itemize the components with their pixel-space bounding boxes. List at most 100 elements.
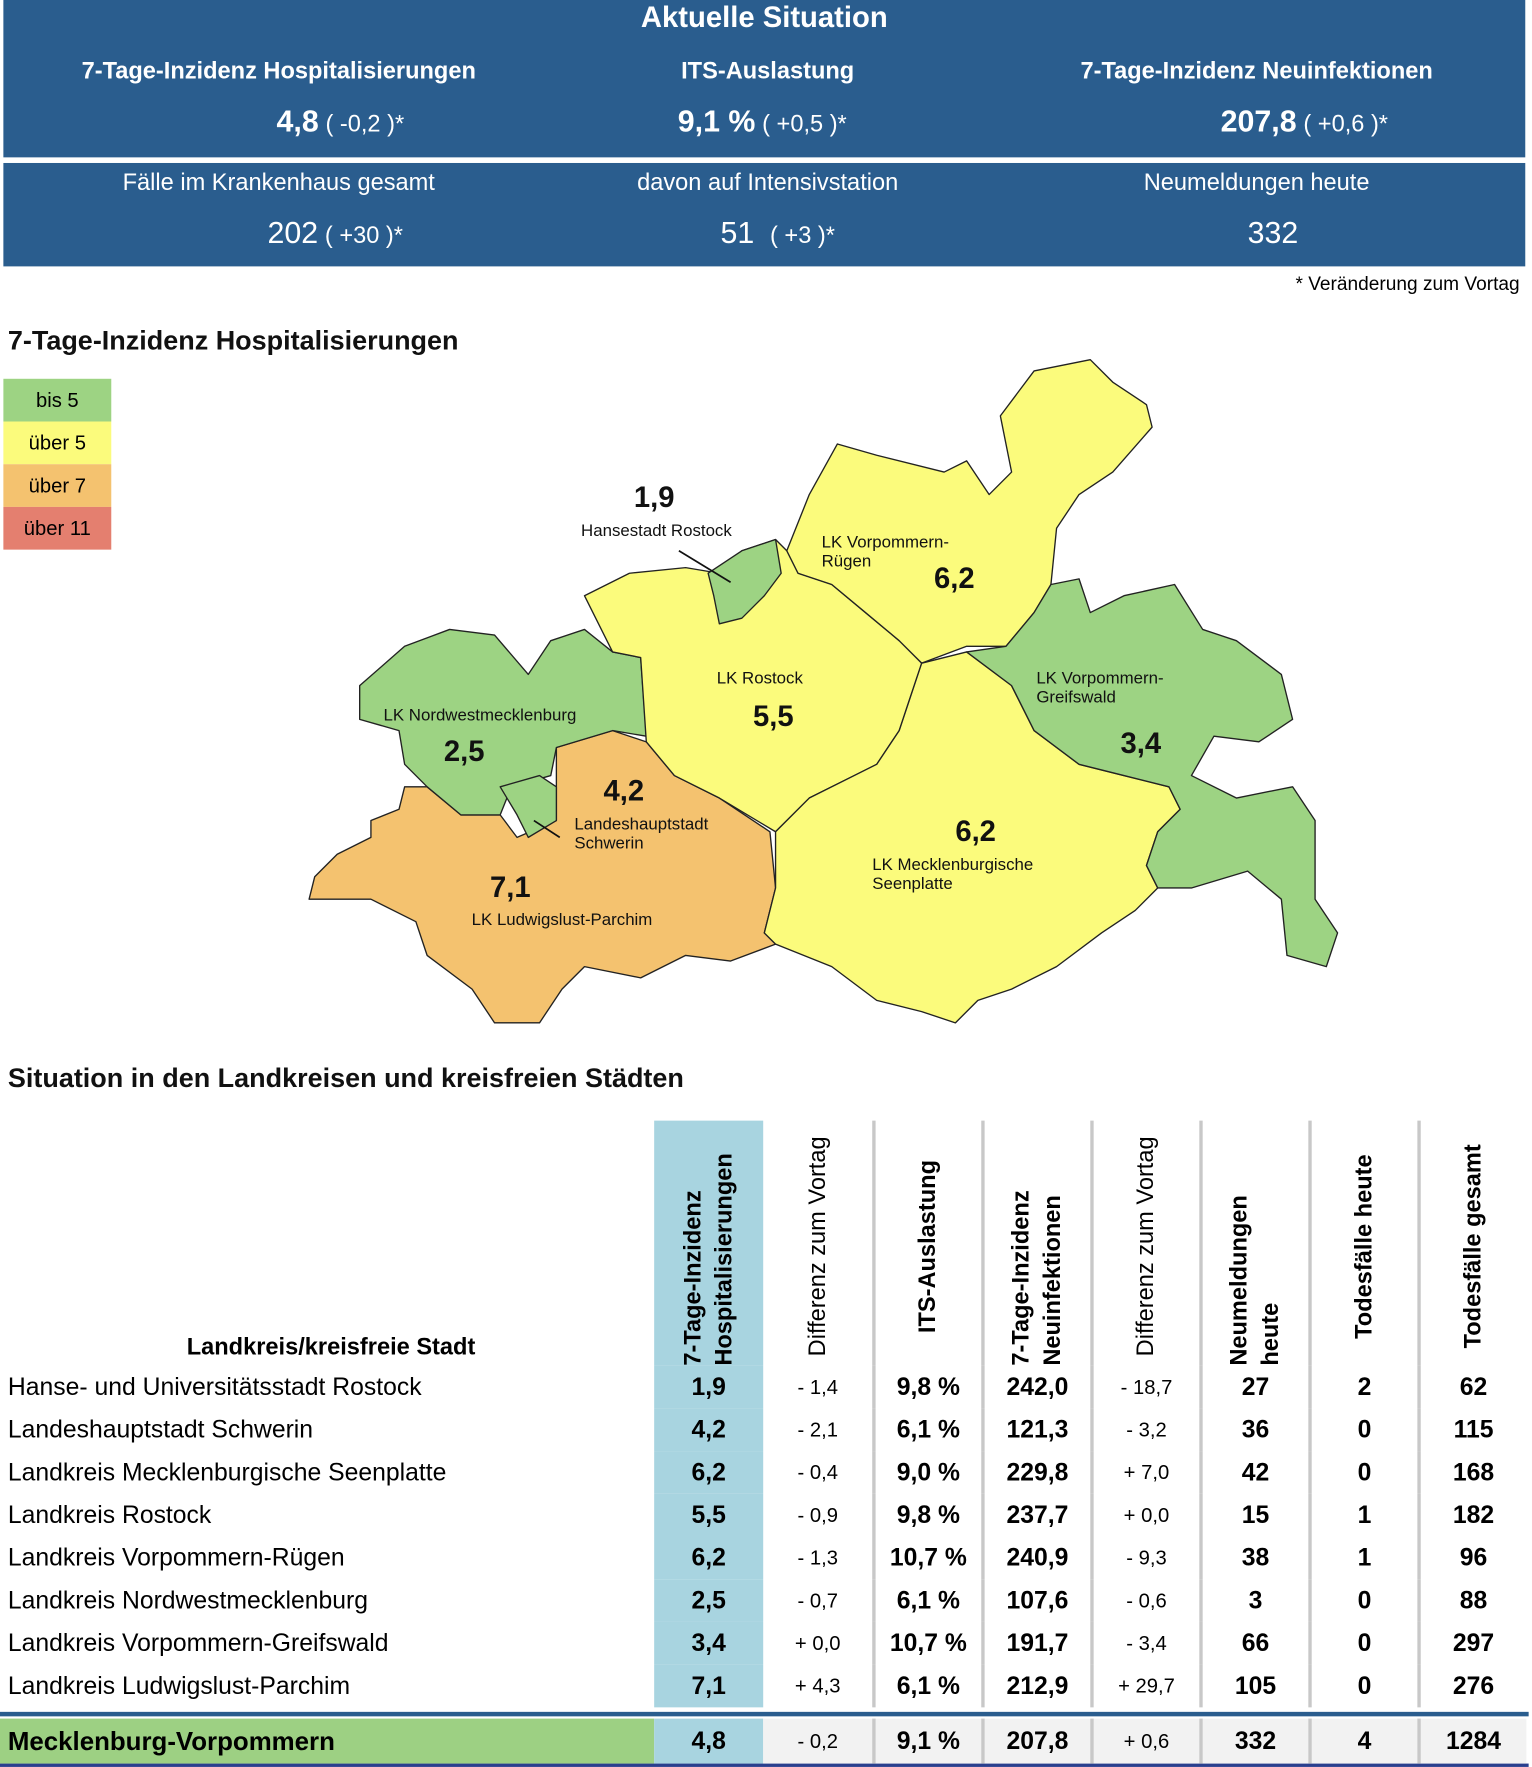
table-cell: - 3,2 — [1090, 1408, 1199, 1452]
table-cell: + 0,0 — [794, 1631, 841, 1654]
value-hro: 1,9 — [634, 482, 675, 514]
map-legend: bis 5 über 5 über 7 über 11 — [3, 378, 112, 550]
table-cell: 115 — [1417, 1408, 1526, 1452]
label-vg: LK Vorpommern- — [1036, 668, 1163, 687]
table-cell: + 0,0 — [1090, 1493, 1199, 1537]
kpi-new-cases: Neumeldungen heute — [1143, 169, 1370, 196]
col-header-its: ITS-Auslastung — [872, 1120, 981, 1366]
divider — [0, 1711, 1529, 1717]
table-cell: 240,9 — [981, 1536, 1090, 1580]
table-cell: 121,3 — [981, 1408, 1090, 1452]
kpi-its: ITS-Auslastung — [681, 58, 855, 85]
table-cell: 276 — [1417, 1664, 1526, 1708]
region-nwm[interactable] — [359, 628, 647, 816]
table-cell: - 1,4 — [797, 1375, 838, 1398]
label-lro: LK Rostock — [717, 668, 804, 687]
district-name: Landkreis Ludwigslust-Parchim — [7, 1671, 351, 1700]
leader-line — [678, 550, 732, 583]
table-row: Landkreis Ludwigslust-Parchim 7,1 + 4,3 6,1… — [0, 1664, 1529, 1708]
kpi-its-value: 9,1 %( +0,5 )* — [677, 104, 847, 139]
table-cell: + 4,3 — [794, 1674, 841, 1697]
table-cell: 229,8 — [981, 1451, 1090, 1494]
table-cell: 105 — [1199, 1664, 1308, 1708]
table-row: Hanse- und Universitätsstadt Rostock 1,9 -… — [0, 1365, 1529, 1409]
table-cell: 168 — [1417, 1451, 1526, 1494]
table-row: Landkreis Nordwestmecklenburg 2,5 - 0,7 6,1… — [0, 1579, 1529, 1622]
table-cell: + 29,7 — [1090, 1664, 1199, 1708]
table-cell: 7,1 — [654, 1664, 764, 1708]
kpi-new-incidence-value: 207,8( +0,6 )* — [1220, 104, 1388, 139]
table-cell: 10,7 % — [872, 1536, 981, 1580]
district-name: Landkreis Vorpommern-Rügen — [7, 1543, 345, 1572]
col-header-diff: Differenz zum Vortag — [804, 1136, 831, 1357]
table-cell: 297 — [1417, 1621, 1526, 1665]
table-cell: 36 — [1199, 1408, 1308, 1452]
label-nwm: LK Nordwestmecklenburg — [384, 705, 577, 724]
region-sn[interactable] — [499, 774, 558, 839]
table-header-row: Landkreis/kreisfreie Stadt 7-Tage-Inzide… — [0, 1120, 1529, 1366]
table-cell: 1,9 — [654, 1365, 764, 1409]
table-cell: 38 — [1199, 1536, 1308, 1580]
table-cell: 212,9 — [981, 1664, 1090, 1708]
table-cell: - 18,7 — [1090, 1365, 1199, 1409]
table-row: Landkreis Rostock 5,5 - 0,9 9,8 % 237,7 + 0,0… — [0, 1493, 1529, 1537]
value-vg: 3,4 — [1121, 728, 1162, 760]
table-row: Landkreis Vorpommern-Rügen 6,2 - 1,3 10,7 %… — [0, 1536, 1529, 1580]
kpi-hosp-incidence: 7-Tage-Inzidenz Hospitalisierungen — [81, 58, 476, 85]
table-title: Situation in den Landkreisen und kreisfr… — [7, 1063, 684, 1094]
table-cell: 88 — [1417, 1579, 1526, 1622]
map-title: 7-Tage-Inzidenz Hospitalisierungen — [7, 325, 459, 357]
table-cell: 237,7 — [981, 1493, 1090, 1537]
region-vr[interactable] — [786, 359, 1153, 664]
table-cell: - 9,3 — [1090, 1536, 1199, 1580]
legend-item: über 5 — [3, 421, 112, 465]
label-hro: Hansestadt Rostock — [581, 521, 732, 540]
table-cell: 9,8 % — [872, 1493, 981, 1537]
table-row: Landkreis Mecklenburgische Seenplatte 6,2… — [0, 1451, 1529, 1494]
col-header-deaths-total: Todesfälle gesamt — [1417, 1120, 1526, 1366]
table-cell: 3 — [1199, 1579, 1308, 1622]
kpi-icu-value: 51( +3 )* — [720, 215, 835, 250]
kpi-hospital-cases: Fälle im Krankenhaus gesamt — [122, 169, 435, 196]
table-cell: - 0,4 — [797, 1460, 838, 1484]
table-cell: 62 — [1417, 1365, 1526, 1409]
value-lro: 5,5 — [753, 701, 794, 733]
label-lup: LK Ludwigslust-Parchim — [472, 910, 653, 929]
label-vr-2: Rügen — [822, 551, 872, 570]
table-cell: 107,6 — [981, 1579, 1090, 1622]
table-cell: 96 — [1417, 1536, 1526, 1580]
district-table: Landkreis/kreisfreie Stadt 7-Tage-Inzide… — [0, 1120, 1529, 1767]
region-hro[interactable] — [707, 538, 782, 625]
table-cell: 0 — [1308, 1408, 1417, 1452]
table-cell: 191,7 — [981, 1621, 1090, 1665]
label-sn: Landeshauptstadt — [574, 815, 708, 834]
region-vg[interactable] — [965, 578, 1339, 968]
table-cell: 0 — [1308, 1579, 1417, 1622]
district-name: Landkreis Mecklenburgische Seenplatte — [7, 1457, 447, 1486]
table-cell: 2 — [1308, 1365, 1417, 1409]
label-vr: LK Vorpommern- — [822, 532, 949, 551]
table-cell: 1 — [1308, 1493, 1417, 1537]
label-sn-2: Schwerin — [574, 834, 643, 853]
divider — [0, 1763, 1529, 1767]
table-cell: + 7,0 — [1090, 1451, 1199, 1494]
table-cell: 6,1 % — [872, 1579, 981, 1622]
col-header-new-incidence: 7-Tage-Inzidenz Neuinfektionen — [981, 1120, 1090, 1366]
region-map: 1,9 Hansestadt Rostock LK Vorpommern- Rü… — [308, 359, 1339, 1024]
district-name: Landkreis Vorpommern-Greifswald — [7, 1628, 389, 1657]
label-vg-2: Greifswald — [1036, 687, 1116, 706]
summary-title: Aktuelle Situation — [640, 0, 888, 34]
label-mse: LK Mecklenburgische — [872, 855, 1033, 874]
legend-item: über 7 — [3, 464, 112, 507]
table-row: Landeshauptstadt Schwerin 4,2 - 2,1 6,1 % 12… — [0, 1408, 1529, 1452]
table-cell: - 3,4 — [1090, 1621, 1199, 1665]
table-cell: 6,2 — [654, 1536, 764, 1580]
summary-panel-bottom: Fälle im Krankenhaus gesamt 202( +30 )* … — [3, 162, 1526, 267]
kpi-icu: davon auf Intensivstation — [637, 169, 899, 196]
value-mse: 6,2 — [955, 816, 996, 848]
value-vr: 6,2 — [934, 563, 975, 595]
table-cell: 66 — [1199, 1621, 1308, 1665]
table-cell: 27 — [1199, 1365, 1308, 1409]
table-cell: - 0,7 — [797, 1588, 838, 1612]
col-header-hosp-incidence: 7-Tage-Inzidenz Hospitalisierungen — [654, 1120, 764, 1366]
